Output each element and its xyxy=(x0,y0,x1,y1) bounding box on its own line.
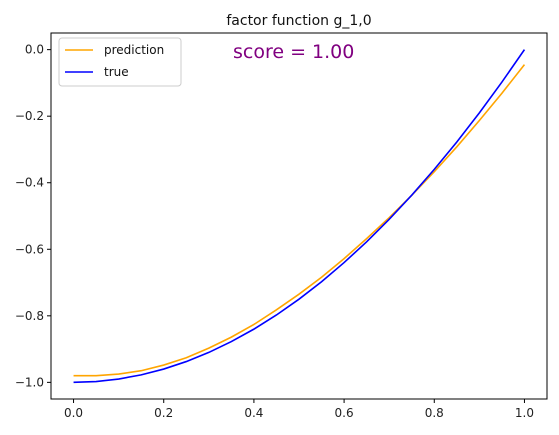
series-layer xyxy=(73,49,526,384)
legend-label-true: true xyxy=(104,65,129,79)
x-tick-label: 1.0 xyxy=(515,406,534,420)
y-axis: 0.0 −0.2 −0.4 −0.6 −0.8 −1.0 xyxy=(15,43,51,389)
y-tick-label: −1.0 xyxy=(15,375,44,389)
y-tick-label: 0.0 xyxy=(25,43,44,57)
legend: prediction true xyxy=(58,37,182,87)
y-tick-label: −0.4 xyxy=(15,176,44,190)
score-annotation: score = 1.00 xyxy=(233,41,354,63)
x-axis: 0.0 0.2 0.4 0.6 0.8 1.0 xyxy=(64,399,534,420)
legend-label-prediction: prediction xyxy=(104,43,164,57)
chart-title: factor function g_1,0 xyxy=(226,13,371,29)
plot-frame xyxy=(50,32,548,400)
x-tick-label: 0.4 xyxy=(244,406,263,420)
x-tick-label: 0.8 xyxy=(425,406,444,420)
x-tick-label: 0.2 xyxy=(154,406,173,420)
y-tick-label: −0.6 xyxy=(15,242,44,256)
series-line-prediction xyxy=(73,64,526,377)
series-line-true xyxy=(73,49,526,384)
y-tick-label: −0.8 xyxy=(15,309,44,323)
y-tick-label: −0.2 xyxy=(15,109,44,123)
x-tick-label: 0.0 xyxy=(64,406,83,420)
x-tick-label: 0.6 xyxy=(335,406,354,420)
